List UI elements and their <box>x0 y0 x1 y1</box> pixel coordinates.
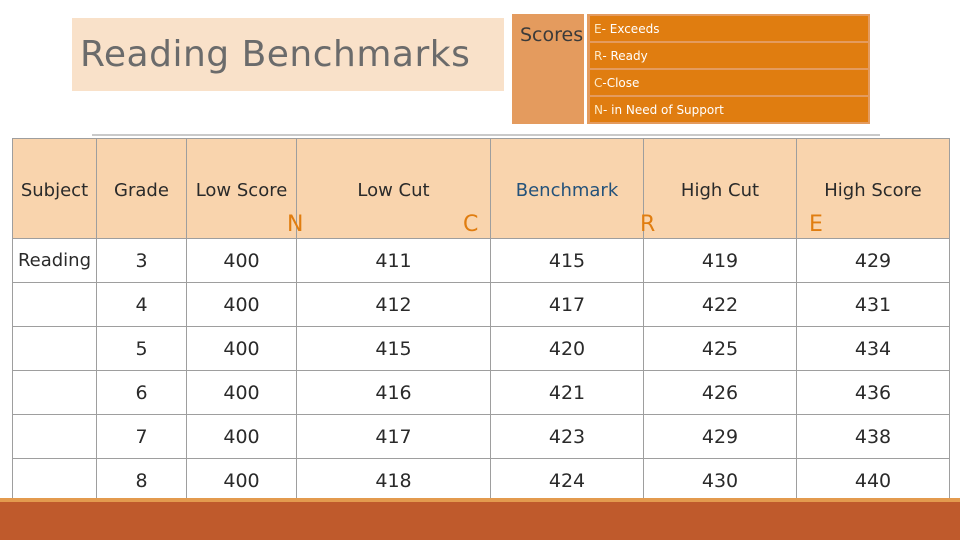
cell-grade: 8 <box>96 458 187 503</box>
cell-high-cut: 426 <box>643 370 797 415</box>
header-low-score: Low Score <box>186 138 297 239</box>
cell-low-cut: 416 <box>296 370 491 415</box>
cell-benchmark: 421 <box>490 370 644 415</box>
page-title: Reading Benchmarks <box>80 34 471 75</box>
legend-text: - in Need of Support <box>602 102 724 117</box>
header-low-cut: Low Cut <box>296 138 491 239</box>
table-row: 6 400 416 421 426 436 <box>12 370 950 415</box>
cell-high-score: 431 <box>796 282 950 327</box>
cell-high-cut: 419 <box>643 238 797 283</box>
table-row: 8 400 418 424 430 440 <box>12 458 950 503</box>
cell-benchmark: 424 <box>490 458 644 503</box>
divider-line <box>92 134 880 136</box>
cell-subject <box>12 414 97 459</box>
cell-low-cut: 412 <box>296 282 491 327</box>
cell-high-score: 436 <box>796 370 950 415</box>
footer-band-edge <box>0 498 960 502</box>
title-banner: Reading Benchmarks <box>72 18 504 91</box>
cell-grade: 4 <box>96 282 187 327</box>
header-benchmark: Benchmark <box>490 138 644 239</box>
legend-code: N <box>594 102 603 117</box>
legend-item-need-support: N- in Need of Support <box>590 97 868 122</box>
cell-subject <box>12 458 97 503</box>
cell-subject <box>12 282 97 327</box>
cell-low-cut: 417 <box>296 414 491 459</box>
cell-benchmark: 423 <box>490 414 644 459</box>
legend-code: E <box>594 21 602 36</box>
cell-high-score: 429 <box>796 238 950 283</box>
legend-text: - Ready <box>602 48 648 63</box>
cell-benchmark: 417 <box>490 282 644 327</box>
header-subject: Subject <box>12 138 97 239</box>
legend-code: R <box>594 48 603 63</box>
cell-high-score: 434 <box>796 326 950 371</box>
cell-grade: 3 <box>96 238 187 283</box>
legend-text: -Close <box>602 75 640 90</box>
benchmark-table: Subject Grade Low Score Low Cut Benchmar… <box>12 138 950 503</box>
cell-low-score: 400 <box>186 370 297 415</box>
cell-low-cut: 415 <box>296 326 491 371</box>
cell-benchmark: 420 <box>490 326 644 371</box>
marker-e: E <box>809 212 823 237</box>
scores-label: Scores <box>520 24 584 46</box>
header-high-score: High Score <box>796 138 950 239</box>
marker-r: R <box>640 212 656 237</box>
table-row: 5 400 415 420 425 434 <box>12 326 950 371</box>
legend-text: - Exceeds <box>601 21 660 36</box>
cell-low-score: 400 <box>186 282 297 327</box>
table-row: 4 400 412 417 422 431 <box>12 282 950 327</box>
cell-grade: 7 <box>96 414 187 459</box>
table-header-row: Subject Grade Low Score Low Cut Benchmar… <box>12 138 950 239</box>
cell-high-score: 440 <box>796 458 950 503</box>
cell-subject <box>12 326 97 371</box>
cell-low-cut: 418 <box>296 458 491 503</box>
legend-item-ready: R- Ready <box>590 43 868 68</box>
cell-subject: Reading <box>12 238 97 283</box>
legend-item-close: C -Close <box>590 70 868 95</box>
cell-low-cut: 411 <box>296 238 491 283</box>
cell-grade: 5 <box>96 326 187 371</box>
header-grade: Grade <box>96 138 187 239</box>
cell-high-cut: 425 <box>643 326 797 371</box>
table-row: 7 400 417 423 429 438 <box>12 414 950 459</box>
cell-low-score: 400 <box>186 238 297 283</box>
cell-low-score: 400 <box>186 414 297 459</box>
cell-low-score: 400 <box>186 326 297 371</box>
legend-code: C <box>594 75 603 90</box>
cell-high-cut: 430 <box>643 458 797 503</box>
table-row: Reading 3 400 411 415 419 429 <box>12 238 950 283</box>
legend-item-exceeds: E- Exceeds <box>590 16 868 41</box>
footer-band <box>0 498 960 540</box>
cell-subject <box>12 370 97 415</box>
cell-low-score: 400 <box>186 458 297 503</box>
marker-c: C <box>463 212 479 237</box>
scores-divider <box>584 14 587 124</box>
scores-legend-panel: Scores E- Exceeds R- Ready C -Close N- in… <box>512 14 870 124</box>
cell-high-cut: 429 <box>643 414 797 459</box>
header-high-cut: High Cut <box>643 138 797 239</box>
cell-high-cut: 422 <box>643 282 797 327</box>
cell-benchmark: 415 <box>490 238 644 283</box>
marker-n: N <box>287 212 304 237</box>
cell-grade: 6 <box>96 370 187 415</box>
cell-high-score: 438 <box>796 414 950 459</box>
